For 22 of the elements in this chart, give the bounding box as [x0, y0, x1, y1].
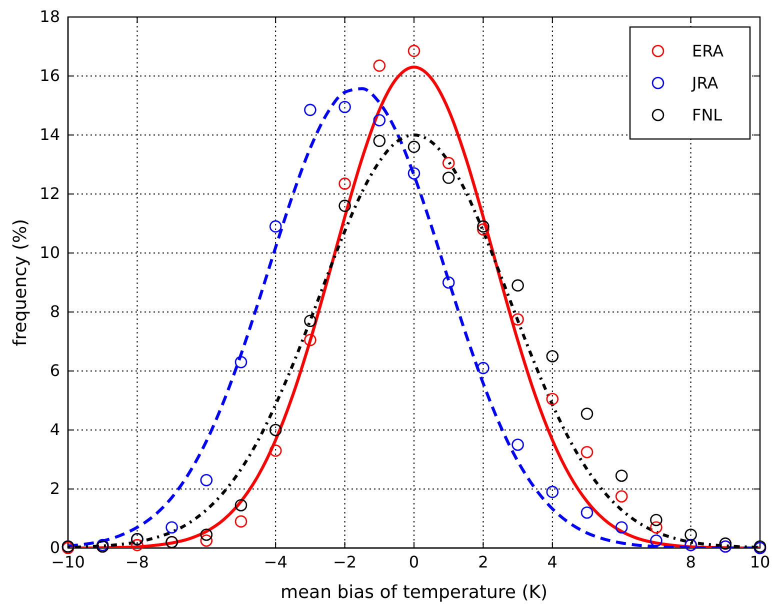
y-tick-label: 4	[50, 420, 60, 440]
x-tick-label: 10	[750, 552, 770, 572]
x-tick-label: −4	[264, 552, 288, 572]
y-tick-label: 12	[40, 184, 60, 204]
y-axis-title: frequency (%)	[10, 218, 31, 346]
y-tick-label: 10	[40, 243, 60, 262]
y-tick-label: 16	[40, 66, 60, 86]
legend-label: FNL	[692, 106, 722, 125]
x-tick-label: −8	[125, 552, 149, 572]
y-tick-label: 18	[40, 7, 60, 26]
x-tick-label: 2	[478, 552, 488, 572]
y-tick-label: 14	[40, 125, 60, 144]
legend-label: JRA	[691, 74, 718, 93]
x-tick-label: 0	[408, 552, 420, 572]
y-tick-label: 8	[50, 302, 60, 322]
x-axis-title: mean bias of temperature (K)	[280, 582, 548, 603]
y-tick-label: 6	[50, 361, 60, 380]
x-tick-label: 8	[686, 552, 696, 572]
x-tick-label: 4	[547, 552, 558, 572]
x-tick-label: −2	[333, 552, 357, 572]
legend-label: ERA	[692, 42, 724, 61]
y-tick-label: 2	[50, 479, 60, 498]
